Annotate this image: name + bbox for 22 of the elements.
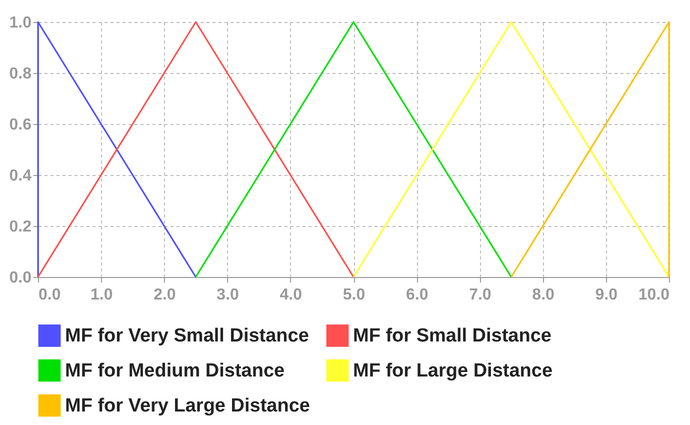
y-tick-label: 0.6 [9,116,32,134]
y-tick-label: 0.0 [9,270,32,286]
x-tick-label: 7.0 [469,286,492,304]
y-tick-label: 0.4 [9,168,32,184]
x-tick-label: 6.0 [406,286,428,304]
x-tick-label: 4.0 [280,286,302,304]
legend-label: MF for Large Distance [353,360,553,382]
y-tick-label: 0.2 [9,218,32,236]
legend-label: MF for Medium Distance [65,360,285,382]
x-tick-label: 5.0 [342,286,366,304]
x-tick-label: 1.0 [90,286,113,304]
y-tick-label: 0.8 [9,66,32,82]
y-tick-label: 1.0 [9,14,32,32]
x-tick-label: 2.0 [154,286,176,304]
legend-label: MF for Very Large Distance [65,396,310,416]
x-tick-label: 8.0 [532,286,555,304]
x-tick-label: 0.0 [38,286,61,304]
x-tick-label: 9.0 [595,286,618,304]
legend-label: MF for Small Distance [353,326,552,347]
legend-label: MF for Very Small Distance [65,326,309,347]
x-tick-label: 3.0 [216,286,240,304]
x-tick-label: 10.0 [638,286,670,304]
